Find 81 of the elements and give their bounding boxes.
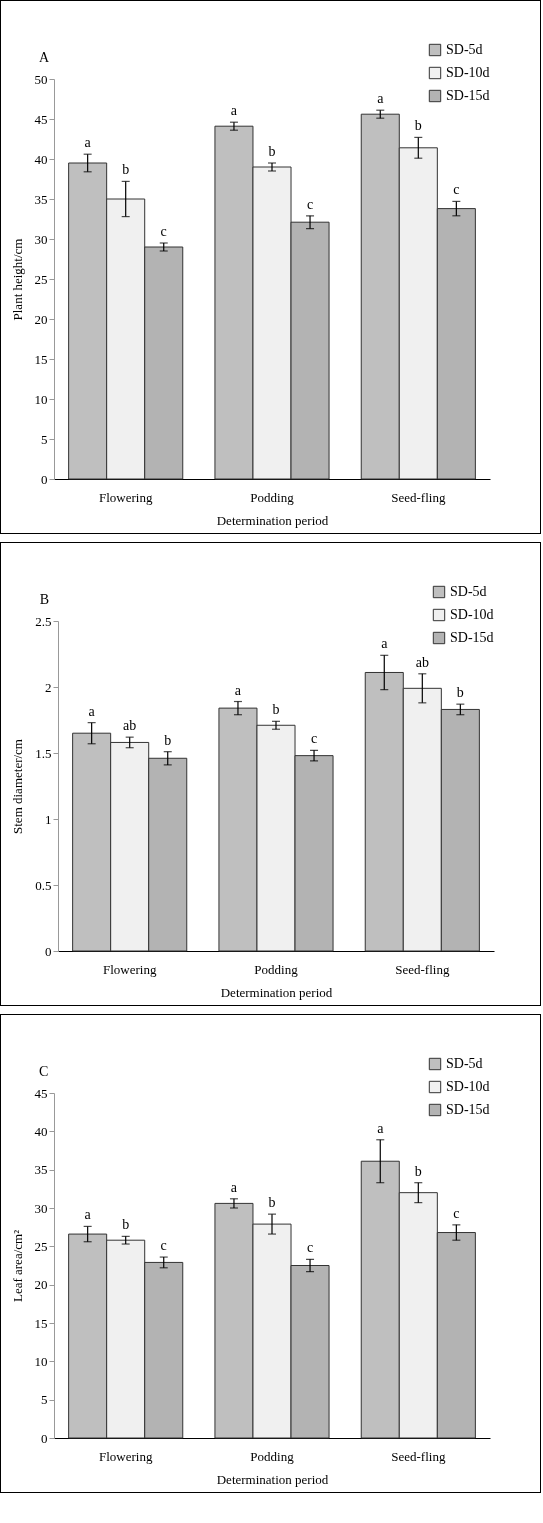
legend-label: SD-15d [450, 630, 494, 645]
legend-label: SD-15d [446, 1102, 490, 1117]
data-label: a [377, 91, 385, 107]
x-tick-label: Seed-fling [391, 489, 446, 505]
legend-label: SD-5d [446, 1056, 483, 1071]
y-tick-label: 20 [34, 1277, 48, 1293]
x-axis-title: Determination period [216, 1471, 329, 1487]
data-label: a [230, 1179, 238, 1195]
data-label: b [122, 162, 130, 178]
y-tick-label: 20 [34, 311, 48, 327]
x-tick-label: Podding [254, 961, 299, 977]
data-label: b [414, 118, 422, 134]
data-label: b [164, 732, 172, 748]
x-axis-title: Determination period [216, 512, 329, 528]
y-axis-title: Plant height/cm [9, 238, 25, 321]
legend-label: SD-5d [450, 584, 487, 599]
data-label: b [456, 685, 464, 701]
y-tick-label: 15 [34, 1315, 48, 1331]
y-tick-label: 1 [45, 811, 52, 827]
data-label: c [310, 731, 318, 747]
data-label: a [230, 103, 238, 119]
x-tick-label: Podding [250, 489, 295, 505]
chart-title: A [39, 50, 50, 65]
data-label: a [84, 135, 92, 151]
y-tick-label: 1.5 [35, 745, 52, 761]
y-tick-label: 35 [34, 191, 48, 207]
y-tick-label: 10 [34, 1353, 48, 1369]
data-label: c [306, 1240, 314, 1256]
y-tick-label: 30 [34, 1200, 48, 1216]
y-tick-label: 0 [41, 1430, 48, 1446]
data-label: b [414, 1163, 422, 1179]
data-label: a [381, 636, 389, 652]
legend-label: SD-10d [450, 607, 494, 622]
legend-label: SD-5d [446, 42, 483, 57]
x-tick-label: Seed-fling [391, 1448, 446, 1464]
data-label: a [234, 682, 242, 698]
y-tick-label: 45 [34, 111, 48, 127]
legend-label: SD-10d [446, 65, 490, 80]
y-tick-label: 40 [34, 1123, 48, 1139]
x-tick-label: Seed-fling [395, 961, 450, 977]
data-label: a [88, 703, 96, 719]
y-tick-label: 2 [45, 679, 52, 695]
y-tick-label: 25 [34, 271, 48, 287]
data-label: b [268, 144, 276, 159]
y-tick-label: 15 [34, 351, 48, 367]
x-tick-label: Podding [250, 1448, 295, 1464]
x-tick-label: Flowering [102, 961, 157, 977]
x-tick-label: Flowering [98, 489, 153, 505]
chart-title: B [39, 592, 50, 607]
data-label: c [306, 196, 314, 212]
y-tick-label: 30 [34, 231, 48, 247]
y-tick-label: 5 [41, 431, 48, 447]
data-label: b [272, 702, 280, 718]
y-tick-label: 50 [34, 71, 48, 87]
y-tick-label: 0.5 [35, 877, 52, 893]
y-tick-label: 45 [34, 1085, 48, 1101]
data-label: c [160, 224, 167, 239]
legend-label: SD-15d [446, 88, 490, 103]
y-axis-title: Leaf area/cm² [9, 1229, 25, 1303]
y-tick-label: 35 [34, 1162, 48, 1178]
x-axis-title: Determination period [220, 984, 333, 1000]
y-tick-label: 0 [41, 471, 48, 487]
y-tick-label: 10 [34, 391, 48, 407]
legend-label: SD-10d [446, 1079, 490, 1094]
data-label: c [453, 182, 460, 198]
chart-title: C [39, 1064, 49, 1079]
data-label: c [160, 1238, 167, 1254]
y-axis-title: Stem diameter/cm [10, 739, 26, 834]
y-tick-label: 0 [45, 943, 52, 959]
x-tick-label: Flowering [98, 1448, 153, 1464]
y-tick-label: 2.5 [35, 613, 52, 629]
y-tick-label: 40 [34, 151, 48, 167]
data-label: b [268, 1195, 276, 1211]
data-label: c [453, 1205, 460, 1221]
data-label: a [377, 1120, 385, 1136]
data-label: ab [415, 654, 429, 670]
data-label: a [84, 1207, 92, 1223]
y-tick-label: 5 [41, 1392, 48, 1408]
y-tick-label: 25 [34, 1238, 48, 1254]
data-label: b [122, 1217, 130, 1233]
data-label: ab [123, 718, 137, 734]
